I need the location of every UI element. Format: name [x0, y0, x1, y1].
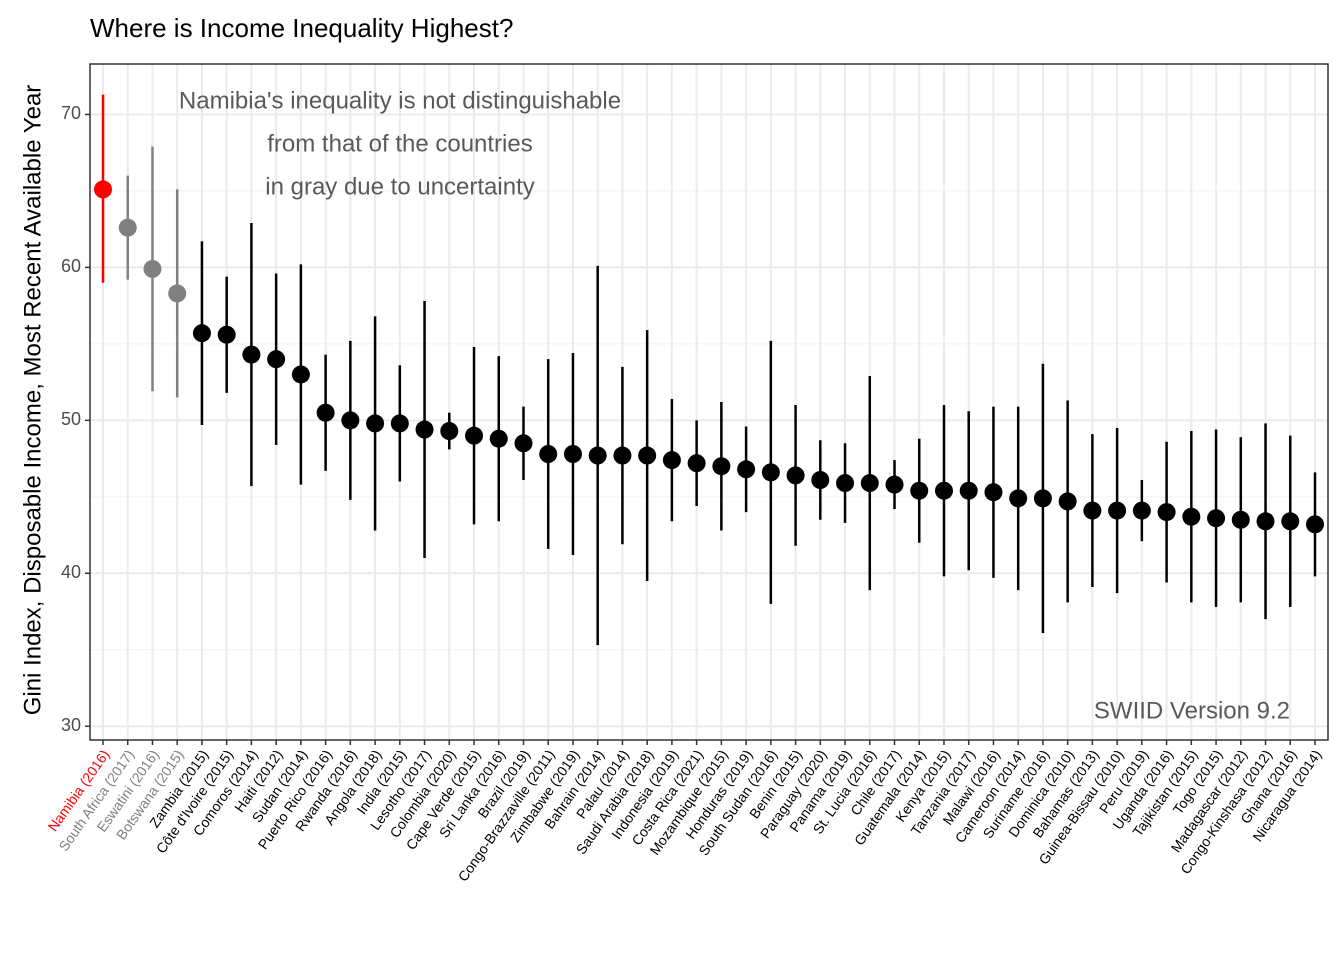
point [811, 471, 830, 489]
chart-title: Where is Income Inequality Highest? [90, 13, 513, 43]
point [415, 420, 434, 439]
annotation: Namibia's inequality is not distinguisha… [179, 87, 621, 114]
point [118, 218, 137, 237]
point [217, 325, 236, 344]
point [94, 180, 112, 199]
point [489, 429, 508, 448]
point [1009, 489, 1028, 508]
point [267, 350, 286, 369]
point [390, 414, 409, 433]
point [836, 474, 855, 493]
y-tick-label: 50 [61, 409, 81, 429]
point [1182, 507, 1201, 526]
annotation: from that of the countries [267, 130, 532, 157]
point [934, 481, 953, 500]
y-tick-label: 60 [61, 256, 81, 276]
point [662, 451, 681, 470]
point [563, 445, 582, 463]
plot-border [89, 63, 1329, 741]
y-tick-label: 30 [61, 715, 81, 735]
point [761, 463, 780, 482]
point [514, 434, 533, 453]
point [242, 345, 261, 364]
point [885, 475, 904, 494]
point [984, 483, 1003, 502]
point [1256, 512, 1275, 531]
point [440, 422, 459, 441]
point [638, 446, 657, 465]
point [1058, 492, 1077, 511]
point [465, 426, 484, 445]
point [143, 259, 162, 278]
point [341, 411, 360, 430]
point [860, 474, 879, 493]
point [291, 365, 310, 384]
y-tick-label: 40 [61, 562, 81, 582]
point [539, 445, 558, 463]
y-tick-label: 70 [61, 103, 81, 123]
y-axis-label: Gini Index, Disposable Income, Most Rece… [19, 85, 46, 716]
point [1231, 510, 1250, 529]
caption: SWIID Version 9.2 [1094, 697, 1290, 724]
point [366, 414, 385, 433]
point [1207, 509, 1226, 528]
point [1108, 501, 1127, 520]
point [910, 481, 929, 500]
point [687, 454, 706, 473]
point [1306, 515, 1324, 534]
point [613, 446, 632, 465]
point [786, 466, 805, 485]
point [712, 457, 731, 476]
point [1132, 501, 1151, 520]
point [588, 446, 607, 465]
point [1083, 501, 1102, 520]
point [1157, 503, 1176, 522]
point [737, 460, 756, 479]
annotation: in gray due to uncertainty [265, 173, 535, 200]
point [959, 481, 978, 500]
point [168, 284, 187, 303]
point [316, 403, 335, 422]
point [1033, 489, 1052, 508]
point [1281, 512, 1300, 531]
point [192, 324, 211, 343]
